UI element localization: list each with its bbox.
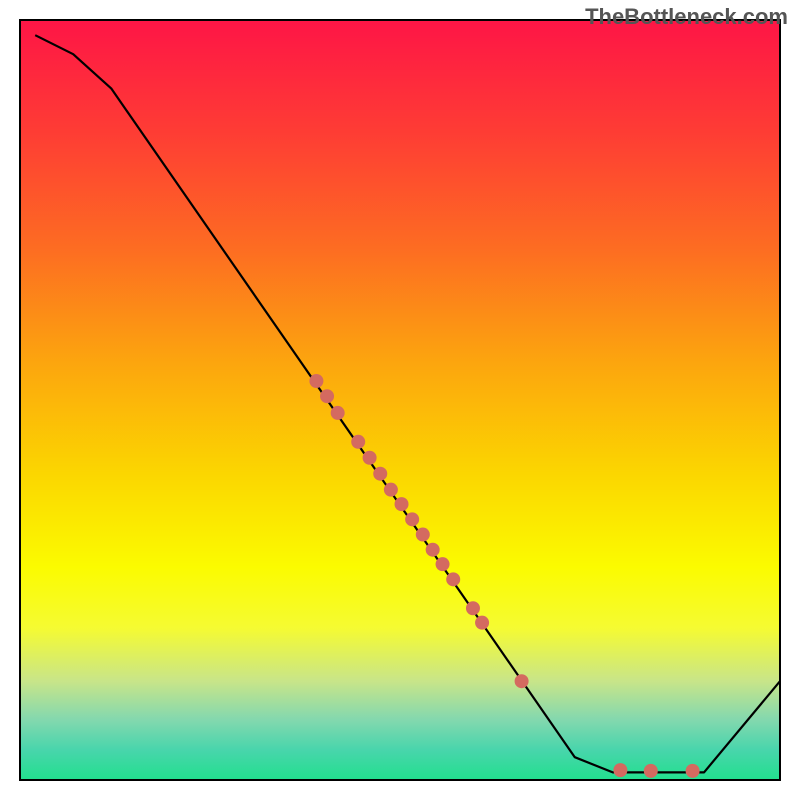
watermark-text: TheBottleneck.com (585, 4, 788, 30)
data-marker (426, 543, 440, 557)
data-marker (475, 616, 489, 630)
data-marker (373, 467, 387, 481)
data-marker (363, 451, 377, 465)
data-marker (331, 406, 345, 420)
data-marker (405, 512, 419, 526)
data-marker (309, 374, 323, 388)
data-marker (466, 601, 480, 615)
data-marker (613, 763, 627, 777)
data-marker (320, 389, 334, 403)
data-marker (384, 483, 398, 497)
data-marker (446, 572, 460, 586)
data-marker (686, 764, 700, 778)
data-marker (416, 528, 430, 542)
data-marker (515, 674, 529, 688)
data-marker (436, 557, 450, 571)
data-marker (395, 497, 409, 511)
plot-background (20, 20, 780, 780)
chart-svg (0, 0, 800, 800)
bottleneck-chart: TheBottleneck.com (0, 0, 800, 800)
data-marker (644, 764, 658, 778)
data-marker (351, 435, 365, 449)
